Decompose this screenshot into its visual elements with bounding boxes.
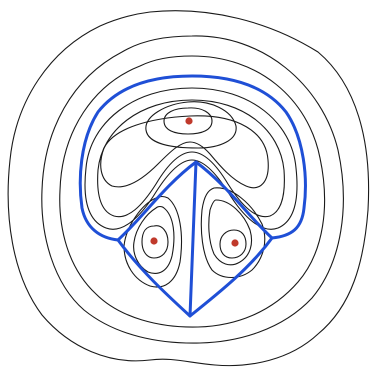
contour-arc-1 — [84, 87, 298, 230]
critical-points — [150, 117, 239, 247]
right-contours — [200, 187, 266, 279]
maximum-point-lower-right — [231, 239, 239, 247]
arc-contours — [84, 87, 298, 230]
contour-right-1 — [200, 187, 266, 279]
maximum-point-top — [185, 117, 193, 125]
contour-arc-3 — [100, 115, 269, 189]
separatrix-lower-boundary — [116, 236, 274, 318]
contour-right-3 — [219, 229, 247, 259]
contour-left-3 — [141, 225, 169, 259]
contour-outer-2 — [41, 35, 344, 344]
separatrix-center-divider — [188, 160, 198, 318]
contour-left-2 — [133, 205, 175, 274]
contour-outer-3 — [59, 55, 326, 328]
maximum-point-lower-left — [150, 237, 158, 245]
outer-contours — [7, 10, 370, 367]
separatrix-curves — [78, 74, 307, 318]
separatrix-outer-loop — [78, 74, 307, 242]
contour-arc-5 — [163, 107, 213, 135]
contour-outer-1 — [7, 10, 370, 367]
contour-arc-2 — [97, 99, 285, 218]
contour-right-2 — [208, 199, 253, 266]
contour-arc-4 — [145, 101, 237, 149]
